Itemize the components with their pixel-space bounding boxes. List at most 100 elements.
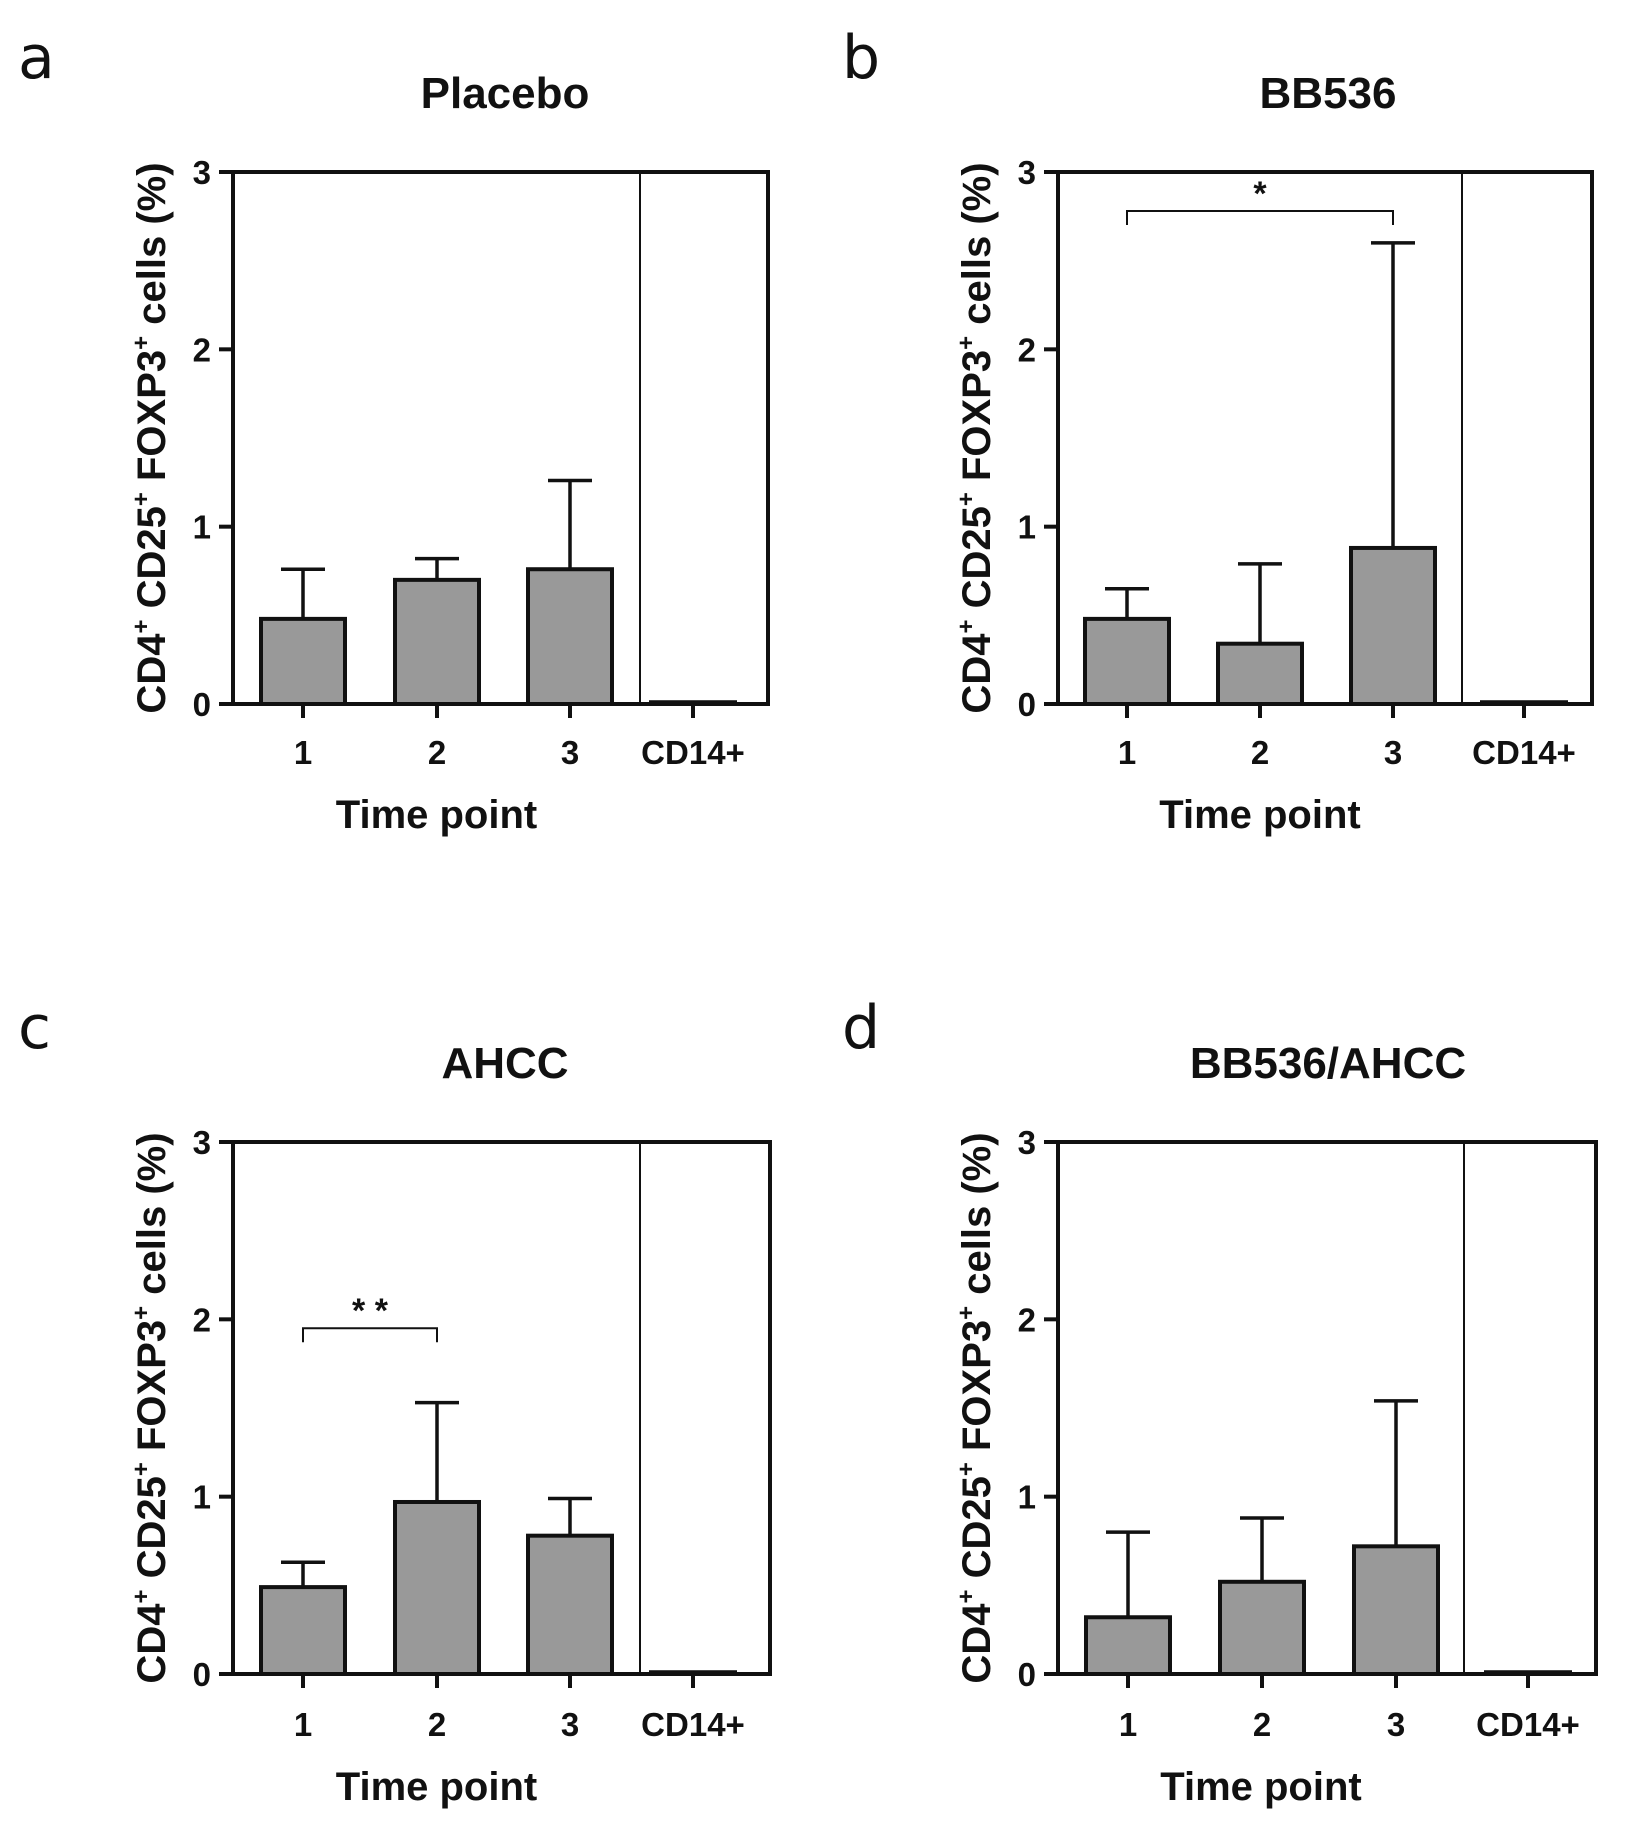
- y-axis-title-superscript: +: [953, 1306, 980, 1320]
- y-axis-title-part: FOXP3: [130, 1320, 174, 1462]
- x-tick-label: 1: [1118, 734, 1136, 771]
- bar-1: [1084, 1615, 1172, 1676]
- y-tick-label: 0: [1018, 1656, 1036, 1693]
- x-tick-label: CD14+: [1472, 734, 1576, 771]
- y-tick-label: 3: [1018, 1124, 1036, 1161]
- plot-frame: [1056, 1140, 1598, 1676]
- x-axis-title: Time point: [336, 793, 537, 837]
- y-tick-label: 1: [193, 509, 211, 546]
- x-tick-label: CD14+: [641, 1706, 745, 1743]
- y-axis-title-superscript: +: [128, 492, 155, 506]
- y-axis-title-part: FOXP3: [130, 350, 174, 492]
- y-axis-title-part: FOXP3: [955, 1320, 999, 1462]
- y-axis-title-part: CD4: [955, 1603, 999, 1684]
- y-tick-label: 2: [1018, 331, 1036, 368]
- bar-1: [259, 616, 347, 707]
- bar-3: [1352, 1544, 1440, 1676]
- x-tick-label: 3: [561, 1706, 579, 1743]
- plot-frame: [231, 170, 770, 706]
- y-tick-label: 2: [1018, 1301, 1036, 1338]
- bar-2: [1216, 641, 1304, 706]
- y-axis-title-superscript: +: [953, 492, 980, 506]
- y-tick-label: 3: [193, 154, 211, 191]
- x-tick-label: 3: [1387, 1706, 1405, 1743]
- y-tick-label: 2: [193, 331, 211, 368]
- y-axis-title-part: CD4: [130, 1603, 174, 1684]
- y-axis-title-superscript: +: [128, 1590, 155, 1604]
- bar-2: [1218, 1579, 1306, 1676]
- bar-2: [393, 577, 481, 706]
- y-axis-title-superscript: +: [128, 1306, 155, 1320]
- x-axis-title: Time point: [1160, 1765, 1361, 1809]
- plot-frame: [231, 1140, 772, 1676]
- bar-3: [526, 1533, 614, 1677]
- significance-bracket: [1126, 210, 1394, 226]
- chart-title: BB536: [1260, 69, 1397, 118]
- y-axis-title: CD4+ CD25+ FOXP3+ cells (%): [953, 1132, 999, 1683]
- panel-letter: d: [842, 993, 880, 1063]
- y-axis-title-part: cells (%): [955, 162, 999, 335]
- y-axis-title-part: CD25: [955, 1476, 999, 1589]
- y-axis-title-part: CD4: [130, 633, 174, 714]
- x-tick-label: 2: [1253, 1706, 1271, 1743]
- bar-1: [1083, 616, 1171, 707]
- bar-1: [259, 1585, 347, 1677]
- chart-title: BB536/AHCC: [1190, 1039, 1466, 1088]
- y-tick-label: 1: [193, 1479, 211, 1516]
- significance-label: * *: [352, 1292, 389, 1330]
- x-tick-label: 2: [428, 1706, 446, 1743]
- x-tick-label: 2: [1251, 734, 1269, 771]
- y-axis-title-part: CD25: [130, 506, 174, 619]
- y-tick-label: 3: [193, 1124, 211, 1161]
- x-tick-label: CD14+: [641, 734, 745, 771]
- significance-label: *: [1253, 175, 1267, 213]
- y-tick-label: 0: [193, 1656, 211, 1693]
- x-axis-title: Time point: [1159, 793, 1360, 837]
- y-tick-label: 2: [193, 1301, 211, 1338]
- bar-3: [1349, 545, 1437, 706]
- y-axis-title-part: cells (%): [130, 162, 174, 335]
- y-axis-title: CD4+ CD25+ FOXP3+ cells (%): [128, 162, 174, 713]
- y-axis-title: CD4+ CD25+ FOXP3+ cells (%): [953, 162, 999, 713]
- chart-title: AHCC: [441, 1039, 568, 1088]
- x-tick-label: 3: [1384, 734, 1402, 771]
- panel-letter: a: [18, 23, 55, 93]
- y-tick-label: 3: [1018, 154, 1036, 191]
- x-tick-label: 1: [1119, 1706, 1137, 1743]
- bar-3: [526, 567, 614, 707]
- panel-letter: b: [842, 23, 880, 93]
- y-axis-title-superscript: +: [953, 1462, 980, 1476]
- y-axis-title-superscript: +: [953, 620, 980, 634]
- y-axis-title-superscript: +: [953, 1590, 980, 1604]
- x-tick-label: 2: [428, 734, 446, 771]
- y-axis-title-part: cells (%): [130, 1132, 174, 1305]
- plot-frame: [1056, 170, 1594, 706]
- y-axis-title-part: CD25: [955, 506, 999, 619]
- y-axis-title-part: CD4: [955, 633, 999, 714]
- chart-title: Placebo: [421, 69, 590, 118]
- y-axis-title-part: cells (%): [955, 1132, 999, 1305]
- y-axis-title-superscript: +: [128, 1462, 155, 1476]
- y-axis-title-part: CD25: [130, 1476, 174, 1589]
- y-axis-title-superscript: +: [128, 620, 155, 634]
- y-tick-label: 0: [1018, 686, 1036, 723]
- y-axis-title: CD4+ CD25+ FOXP3+ cells (%): [128, 1132, 174, 1683]
- panel-letter: c: [18, 993, 51, 1063]
- y-axis-title-superscript: +: [128, 336, 155, 350]
- x-axis-title: Time point: [336, 1765, 537, 1809]
- x-tick-label: CD14+: [1476, 1706, 1580, 1743]
- y-axis-title-superscript: +: [953, 336, 980, 350]
- x-tick-label: 3: [561, 734, 579, 771]
- bar-2: [393, 1499, 481, 1677]
- y-tick-label: 1: [1018, 509, 1036, 546]
- y-tick-label: 1: [1018, 1479, 1036, 1516]
- significance-bracket: [302, 1327, 438, 1343]
- y-axis-title-part: FOXP3: [955, 350, 999, 492]
- x-tick-label: 1: [294, 1706, 312, 1743]
- x-tick-label: 1: [294, 734, 312, 771]
